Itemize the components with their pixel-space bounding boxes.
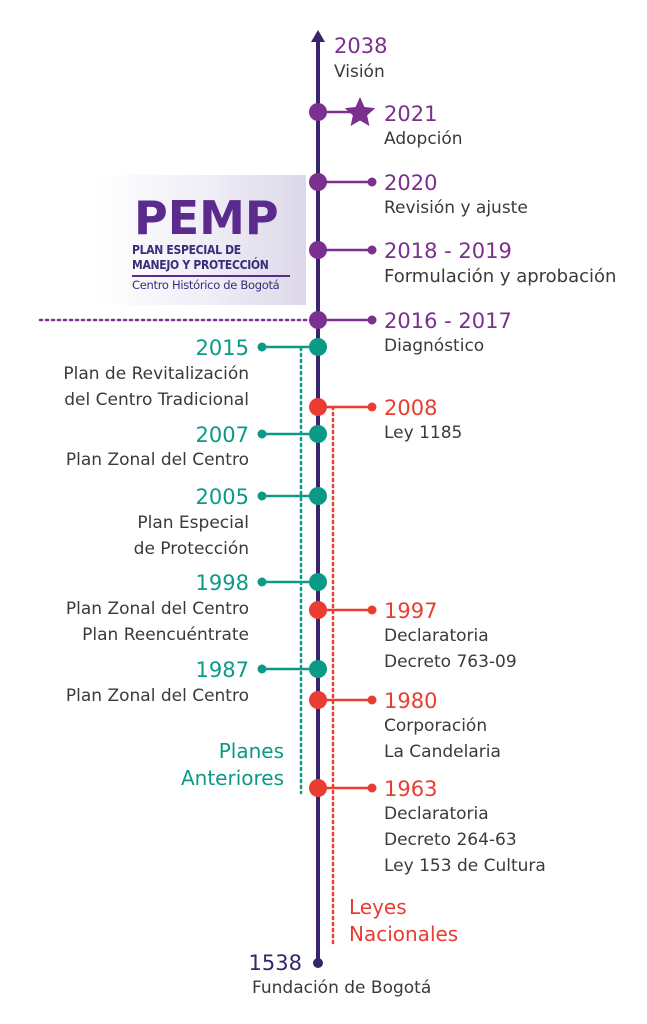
- logo-subtitle-line1: PLAN ESPECIAL DE: [132, 243, 241, 257]
- logo-subtitle-line2: MANEJO Y PROTECCIÓN: [132, 258, 269, 272]
- event-label-2016-2017: Diagnóstico: [384, 336, 485, 356]
- plan-label-2005-line2: de Protección: [133, 539, 249, 559]
- end-dot-1980: [367, 695, 377, 705]
- origin-label: Fundación de Bogotá: [252, 978, 432, 998]
- end-dot-1997: [367, 605, 377, 615]
- pemp-logo: PEMP PLAN ESPECIAL DE MANEJO Y PROTECCIÓ…: [96, 175, 306, 305]
- law-label-2008-line1: Ley 1185: [384, 423, 463, 443]
- law-label-1963-line3: Ley 153 de Cultura: [384, 856, 546, 876]
- plan-year-2007: 2007: [195, 423, 249, 447]
- law-label-1997-line1: Declaratoria: [384, 626, 489, 646]
- plan-label-1998-line2: Plan Reencuéntrate: [82, 625, 249, 645]
- plan-year-2005: 2005: [195, 485, 249, 509]
- logo-title: PEMP: [134, 191, 279, 245]
- group-label-previous-plans-line2: Anteriores: [180, 766, 284, 790]
- law-year-1997: 1997: [384, 599, 438, 623]
- node-2021: [309, 103, 327, 121]
- plan-label-2015-line1: Plan de Revitalización: [63, 364, 249, 384]
- law-label-1963-line1: Declaratoria: [384, 804, 489, 824]
- axis-arrow-icon: [311, 30, 325, 42]
- star-icon: [344, 97, 376, 126]
- axis-origin-dot: [313, 958, 323, 968]
- event-label-2021: Adopción: [384, 129, 463, 149]
- end-dot-1987: [257, 664, 267, 674]
- plan-year-2015: 2015: [195, 336, 249, 360]
- group-label-national-laws-line2: Nacionales: [349, 922, 459, 946]
- end-dot-2007: [257, 429, 267, 439]
- node-2016-2017: [309, 311, 327, 329]
- plan-year-1998: 1998: [195, 571, 249, 595]
- logo-background: [96, 175, 306, 305]
- event-year-2038: 2038: [334, 34, 388, 58]
- plan-label-1998-line1: Plan Zonal del Centro: [65, 599, 249, 619]
- end-dot-2020: [367, 177, 377, 187]
- event-year-2016-2017: 2016 - 2017: [384, 309, 512, 333]
- node-1980: [309, 691, 327, 709]
- event-label-2038: Visión: [334, 62, 385, 82]
- end-dot-2015: [257, 342, 267, 352]
- group-label-previous-plans-line1: Planes: [218, 739, 284, 763]
- law-label-1980-line2: La Candelaria: [384, 742, 501, 762]
- law-year-1980: 1980: [384, 689, 438, 713]
- logo-rule: [132, 275, 290, 277]
- law-year-2008: 2008: [384, 396, 438, 420]
- plan-label-2005-line1: Plan Especial: [137, 513, 249, 533]
- plan-label-2007-line1: Plan Zonal del Centro: [65, 450, 249, 470]
- node-2008: [309, 398, 327, 416]
- end-dot-2008: [367, 402, 377, 412]
- node-2020: [309, 173, 327, 191]
- end-dot-1998: [257, 577, 267, 587]
- node-2015: [309, 338, 327, 356]
- node-1963: [309, 779, 327, 797]
- law-label-1963-line2: Decreto 264-63: [384, 830, 517, 850]
- end-dot-1963: [367, 783, 377, 793]
- event-year-2018-2019: 2018 - 2019: [384, 239, 512, 263]
- node-2005: [309, 487, 327, 505]
- node-1997: [309, 601, 327, 619]
- end-dot-2016-2017: [367, 315, 377, 325]
- event-label-2020: Revisión y ajuste: [384, 198, 528, 218]
- node-1998: [309, 573, 327, 591]
- event-year-2021: 2021: [384, 102, 438, 126]
- law-label-1980-line1: Corporación: [384, 716, 488, 736]
- plan-year-1987: 1987: [195, 658, 249, 682]
- group-label-national-laws-line1: Leyes: [349, 895, 407, 919]
- node-1987: [309, 660, 327, 678]
- node-2018-2019: [309, 241, 327, 259]
- logo-subtitle-line3: Centro Histórico de Bogotá: [132, 278, 280, 292]
- end-dot-2018-2019: [367, 245, 377, 255]
- plan-label-2015-line2: del Centro Tradicional: [64, 390, 249, 410]
- event-year-2020: 2020: [384, 171, 438, 195]
- plan-label-1987-line1: Plan Zonal del Centro: [65, 686, 249, 706]
- law-year-1963: 1963: [384, 777, 438, 801]
- event-label-2018-2019: Formulación y aprobación: [384, 266, 617, 287]
- law-label-1997-line2: Decreto 763-09: [384, 652, 517, 672]
- origin-year: 1538: [248, 951, 302, 975]
- node-2007: [309, 425, 327, 443]
- end-dot-2005: [257, 491, 267, 501]
